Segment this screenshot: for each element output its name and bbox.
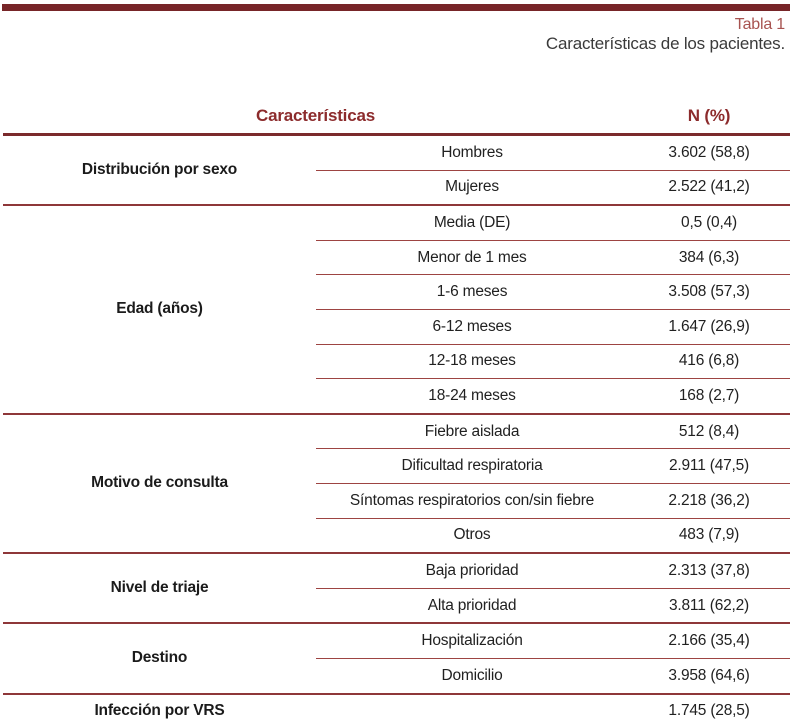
table-number: Tabla 1 (734, 16, 785, 33)
column-header-n-percent: N (%) (628, 98, 791, 136)
row-value: 384 (6,3) (628, 239, 791, 275)
row-sublabel: Alta prioridad (316, 587, 629, 624)
table-row: Edad (años) Media (DE) 0,5 (0,4) (3, 204, 791, 414)
row-sublabel: Baja prioridad (316, 552, 629, 589)
row-value: 2.522 (41,2) (628, 169, 791, 206)
column-header-characteristics: Características (3, 98, 629, 136)
row-value: 1.647 (26,9) (628, 308, 791, 345)
table-row: 18-24 meses 168 (2,7) (3, 378, 791, 414)
row-sublabel: Síntomas respiratorios con/sin fiebre (316, 482, 629, 519)
group-label: Motivo de consulta (3, 412, 316, 554)
table-row: Otros 483 (7,9) (3, 517, 791, 554)
table-title: Características de los pacientes. (545, 34, 785, 53)
row-value: 3.602 (58,8) (668, 143, 750, 161)
table-row: Dificultad respiratoria 2.911 (47,5) (3, 448, 791, 484)
row-value: 2.166 (35,4) (628, 622, 791, 659)
row-value: 416 (6,8) (628, 343, 791, 379)
row-sublabel: 18-24 meses (316, 378, 629, 414)
table-row: Alta prioridad 3.811 (62,2) (3, 587, 791, 624)
header-row: Características N (%) (3, 98, 791, 136)
table-row: Infección por VRS 1.745 (28,5) (3, 692, 791, 725)
row-sublabel: Hospitalización (316, 622, 629, 659)
row-value: 168 (2,7) (628, 378, 791, 414)
row-sublabel: Mujeres (316, 169, 629, 206)
table-row: Síntomas respiratorios con/sin fiebre 2.… (3, 482, 791, 519)
row-value: 0,5 (0,4) (628, 204, 791, 241)
group-label: Edad (años) (3, 204, 316, 414)
row-sublabel: Menor de 1 mes (316, 239, 629, 275)
row-value: 3.958 (64,6) (628, 657, 791, 694)
group-label: Destino (3, 622, 316, 694)
patient-characteristics-table: Características N (%) Distribución por s… (3, 98, 791, 725)
row-sublabel: Otros (316, 517, 629, 554)
row-sublabel: Fiebre aislada (316, 412, 629, 449)
table-row: Motivo de consulta Fiebre aislada 512 (8… (3, 412, 791, 554)
table-row: Domicilio 3.958 (64,6) (3, 657, 791, 694)
table-row: Mujeres 2.522 (41,2) (3, 169, 791, 206)
row-sublabel: 6-12 meses (316, 308, 629, 345)
table-row: Menor de 1 mes 384 (6,3) (3, 239, 791, 275)
group-label: Nivel de triaje (3, 552, 316, 624)
top-accent-bar (2, 4, 790, 11)
row-value: 483 (7,9) (628, 517, 791, 554)
table-row: 6-12 meses 1.647 (26,9) (3, 308, 791, 345)
row-sublabel (316, 692, 629, 725)
row-sublabel: Hombres (441, 143, 503, 161)
row-sublabel: 1-6 meses (316, 274, 629, 310)
row-sublabel: Media (DE) (316, 204, 629, 241)
table-row: Destino Hospitalización 2.166 (35,4) (3, 622, 791, 694)
group-label: Infección por VRS (3, 692, 316, 725)
row-sublabel: Dificultad respiratoria (316, 448, 629, 484)
row-value: 2.911 (47,5) (628, 448, 791, 484)
table-row: 12-18 meses 416 (6,8) (3, 343, 791, 379)
table-row: Nivel de triaje Baja prioridad 2.313 (37… (3, 552, 791, 624)
row-sublabel: 12-18 meses (316, 343, 629, 379)
row-value: 2.218 (36,2) (628, 482, 791, 519)
row-value: 3.508 (57,3) (628, 274, 791, 310)
row-value: 3.811 (62,2) (628, 587, 791, 624)
row-value: 2.313 (37,8) (628, 552, 791, 589)
table-row: 1-6 meses 3.508 (57,3) (3, 274, 791, 310)
table-caption-block: Tabla 1 Características de los pacientes… (546, 15, 785, 53)
row-sublabel: Domicilio (316, 657, 629, 694)
row-value: 512 (8,4) (628, 412, 791, 449)
group-label: Distribución por sexo (81, 161, 238, 179)
row-value: 1.745 (28,5) (628, 692, 791, 725)
table-row: Distribución por sexo Hombres 3.602 (58,… (3, 135, 790, 178)
